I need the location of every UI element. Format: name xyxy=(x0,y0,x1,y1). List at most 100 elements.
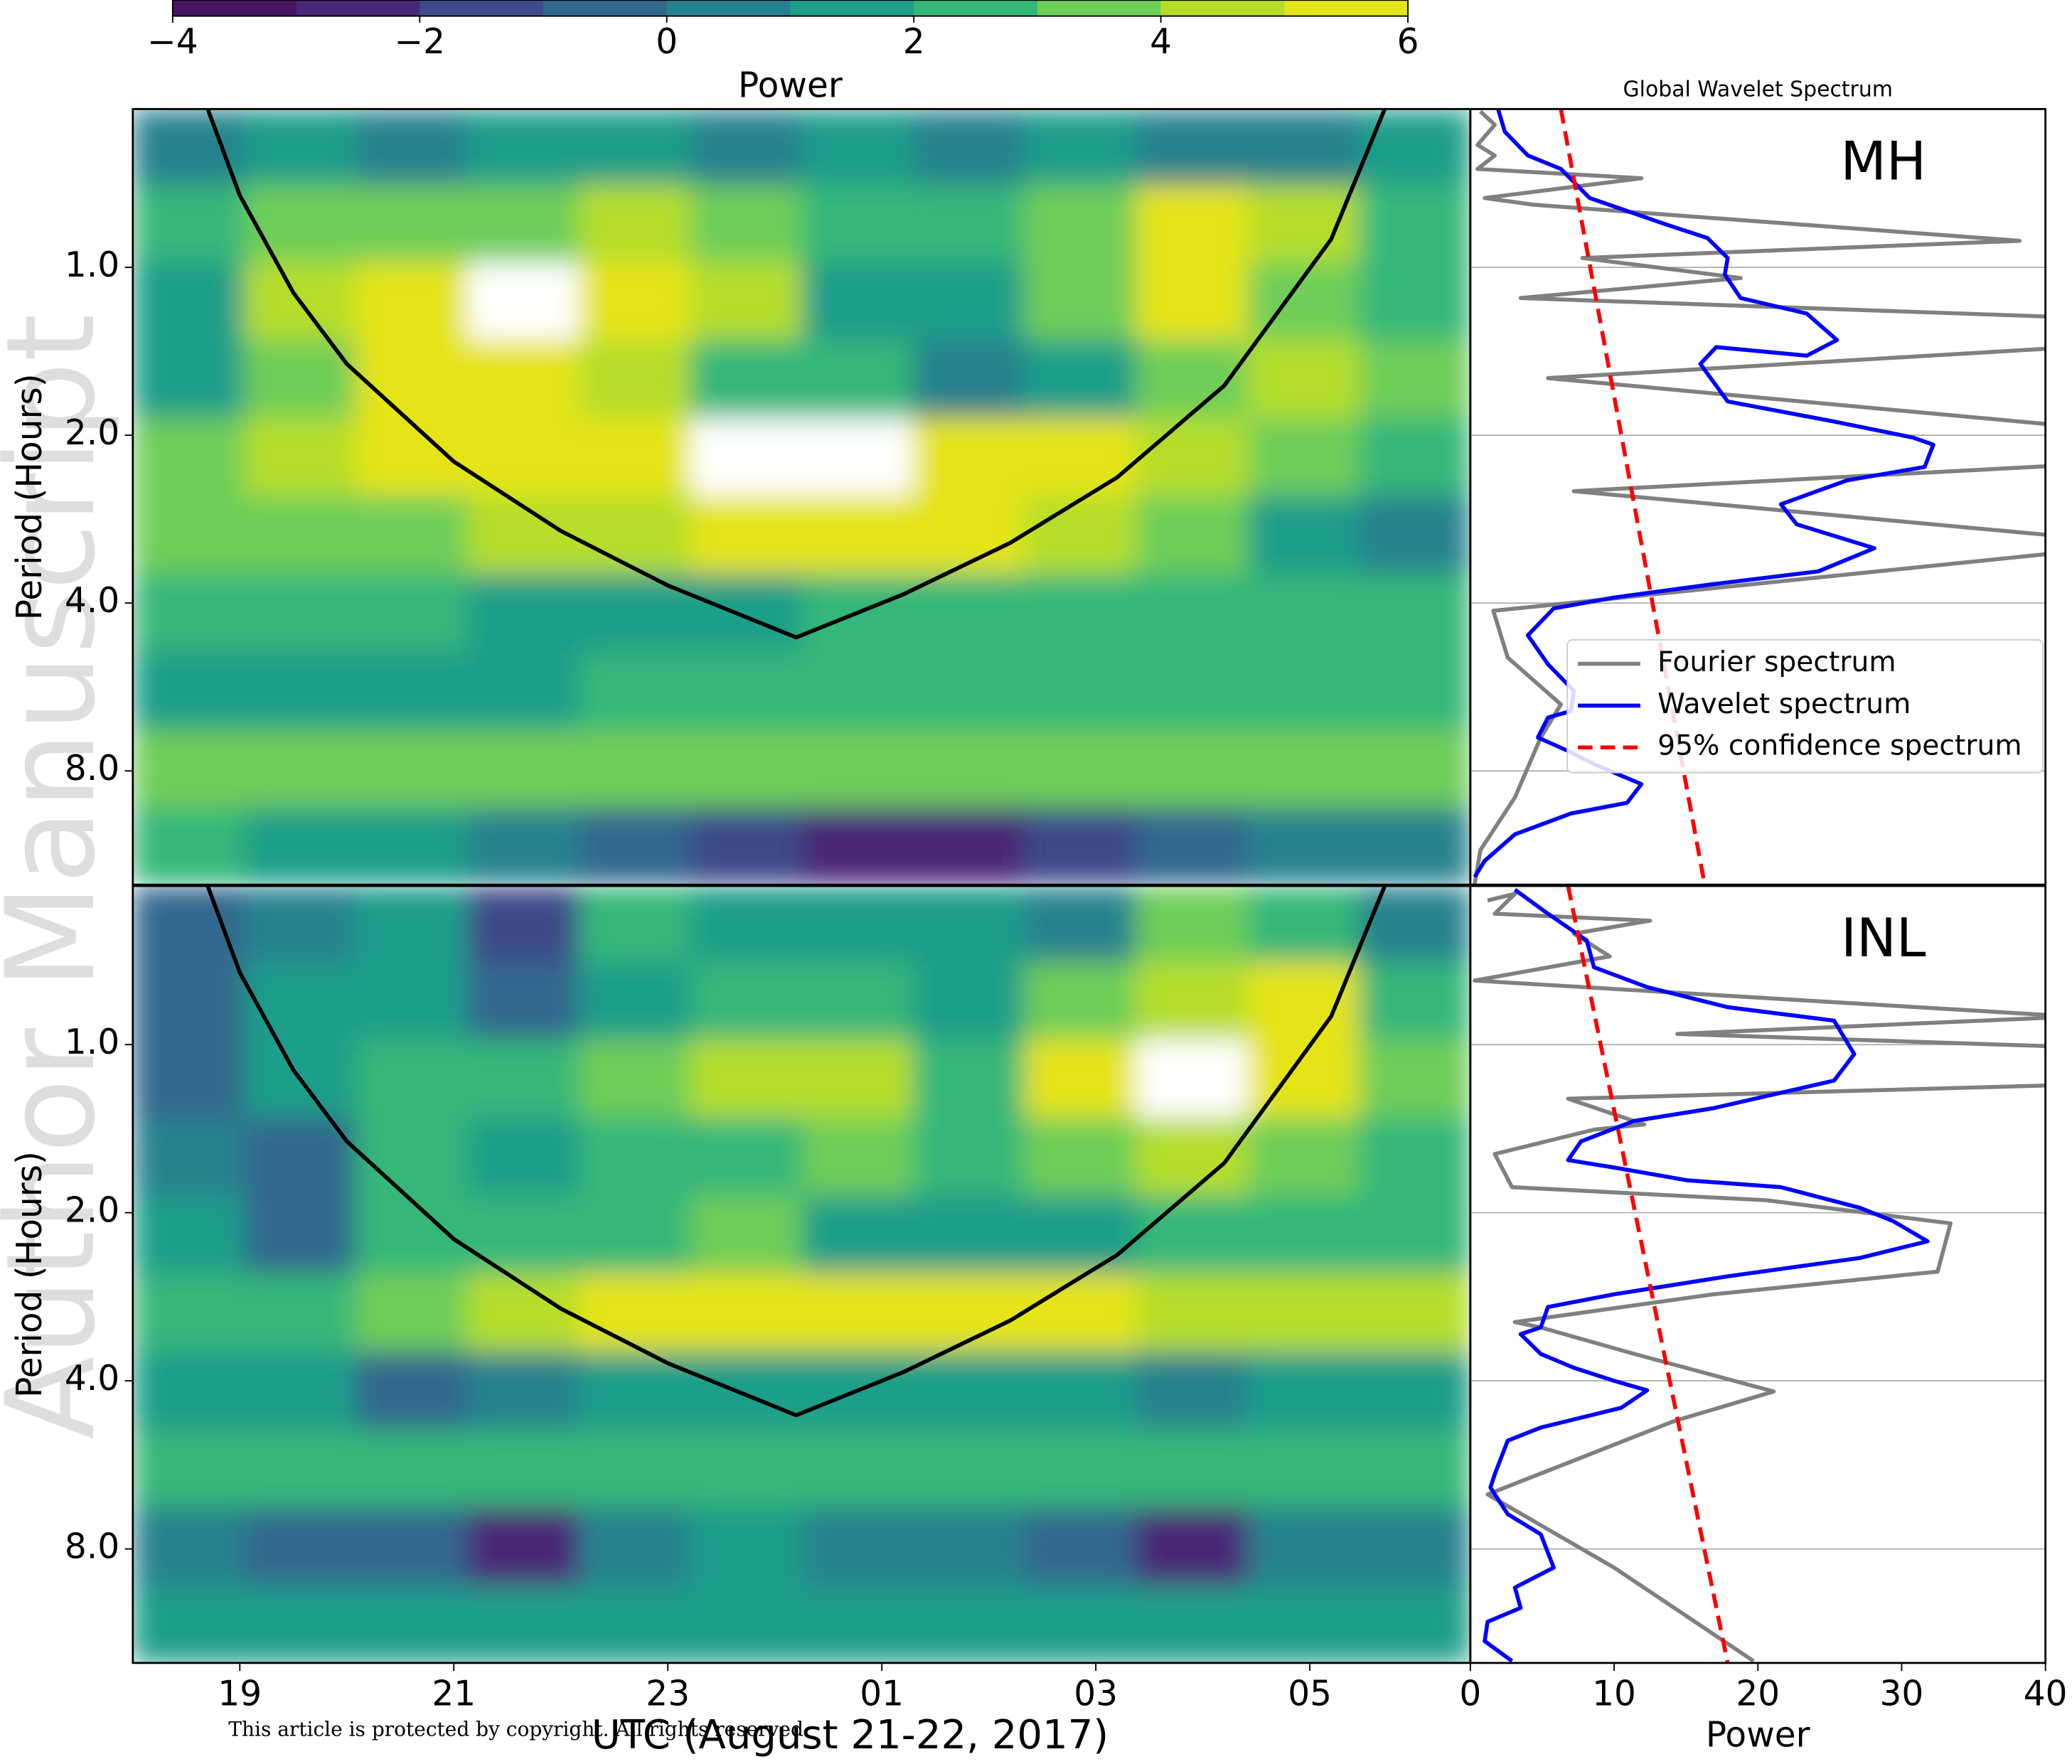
heat-cell xyxy=(1247,340,1360,419)
legend-label: Wavelet spectrum xyxy=(1657,688,1911,720)
heat-cell xyxy=(467,1039,580,1118)
heat-cell xyxy=(355,729,468,808)
heat-cell xyxy=(1359,109,1470,186)
heat-cell xyxy=(1136,1429,1249,1509)
heat-cell xyxy=(1359,1117,1470,1197)
spectrum-line xyxy=(1473,892,2046,1663)
heat-cell xyxy=(355,262,468,341)
heat-cell xyxy=(355,573,468,653)
spectrum-line xyxy=(1473,109,2046,885)
heat-cell xyxy=(244,573,356,653)
footer-note: This article is protected by copyright. … xyxy=(228,1718,809,1741)
x-tick-label: 40 xyxy=(2024,1674,2068,1714)
heat-cell xyxy=(690,961,803,1040)
heat-cell xyxy=(1359,1351,1470,1431)
heatmap-cells xyxy=(132,886,1470,1663)
heat-cell xyxy=(1359,262,1470,341)
heat-cell xyxy=(1136,262,1249,341)
heat-cell xyxy=(1136,495,1249,574)
y-axis-label: Period (Hours) xyxy=(10,1151,50,1398)
y-tick-label: 8.0 xyxy=(65,1527,119,1567)
heat-cell xyxy=(355,1429,468,1509)
panel-title: Global Wavelet Spectrum xyxy=(1623,77,1893,102)
heat-cell xyxy=(1359,1585,1470,1663)
heat-cell xyxy=(912,417,1025,496)
colorbar-tick-label: −2 xyxy=(394,22,445,62)
heat-cell xyxy=(467,651,580,730)
heat-cell xyxy=(244,886,356,963)
heat-cell xyxy=(1024,1117,1137,1197)
heatmap xyxy=(132,109,1470,885)
colorbar-label: Power xyxy=(738,65,843,105)
heat-cell xyxy=(1247,109,1360,186)
heat-cell xyxy=(1024,495,1137,574)
heat-cell xyxy=(579,1507,691,1586)
heat-cell xyxy=(579,417,691,496)
heat-cell xyxy=(801,1429,914,1509)
heat-cell xyxy=(801,495,914,574)
heat-cell xyxy=(801,340,914,419)
heat-cell xyxy=(244,1351,356,1431)
heat-cell xyxy=(690,1429,803,1509)
heat-cell xyxy=(1136,1507,1249,1586)
heat-cell xyxy=(355,961,468,1040)
heat-cell xyxy=(132,1429,245,1509)
heat-cell xyxy=(132,1507,245,1586)
heat-cell xyxy=(1024,417,1137,496)
heat-cell xyxy=(579,262,691,341)
heat-cell xyxy=(579,184,691,263)
heat-cell xyxy=(1247,651,1360,730)
heat-cell xyxy=(579,1195,691,1274)
heat-cell xyxy=(690,1195,803,1274)
heat-cell xyxy=(467,886,580,963)
heat-cell xyxy=(355,340,468,419)
heat-cell xyxy=(1024,340,1137,419)
heat-cell xyxy=(579,109,691,186)
heat-cell xyxy=(1359,417,1470,496)
heat-cell xyxy=(244,729,356,808)
heat-cell xyxy=(1247,1507,1360,1586)
heat-cell xyxy=(1247,417,1360,496)
heat-cell xyxy=(1247,886,1360,963)
heat-cell xyxy=(244,1273,356,1352)
heat-cell xyxy=(1024,1039,1137,1118)
heat-cell xyxy=(1024,729,1137,808)
heat-cell xyxy=(467,1585,580,1663)
heat-cell xyxy=(912,1351,1025,1431)
heat-cell xyxy=(355,184,468,263)
heat-cell xyxy=(132,1117,245,1197)
heat-cell xyxy=(1024,184,1137,263)
heat-cell xyxy=(801,262,914,341)
heat-cell xyxy=(1247,807,1360,885)
colorbar-swatch xyxy=(172,0,297,16)
spectrum-line xyxy=(1566,886,1730,1663)
heat-cell xyxy=(467,109,580,186)
heat-cell xyxy=(1247,1195,1360,1274)
heat-cell xyxy=(132,961,245,1040)
heat-cell xyxy=(690,109,803,186)
y-tick-label: 1.0 xyxy=(65,1022,119,1062)
heat-cell xyxy=(579,961,691,1040)
y-tick-label: 8.0 xyxy=(65,749,119,789)
colorbar-swatch xyxy=(420,0,544,16)
heat-cell xyxy=(912,651,1025,730)
colorbar-swatch xyxy=(666,0,791,16)
heat-cell xyxy=(1136,651,1249,730)
heat-cell xyxy=(1136,729,1249,808)
colorbar-swatch xyxy=(296,0,421,16)
heat-cell xyxy=(1247,495,1360,574)
panel-frame xyxy=(1469,884,2047,1664)
heat-cell xyxy=(467,1507,580,1586)
heat-cell xyxy=(1247,1117,1360,1197)
heat-cell xyxy=(467,1351,580,1431)
heat-cell xyxy=(355,1117,468,1197)
colorbar-tick-label: 2 xyxy=(903,22,925,62)
heatmap-cells xyxy=(132,109,1470,885)
heat-cell xyxy=(132,1039,245,1118)
y-tick-label: 2.0 xyxy=(65,413,119,453)
heat-cell xyxy=(1136,1585,1249,1663)
heat-cell xyxy=(1359,184,1470,263)
heat-cell xyxy=(244,1585,356,1663)
heat-cell xyxy=(1024,109,1137,186)
heat-cell xyxy=(690,651,803,730)
